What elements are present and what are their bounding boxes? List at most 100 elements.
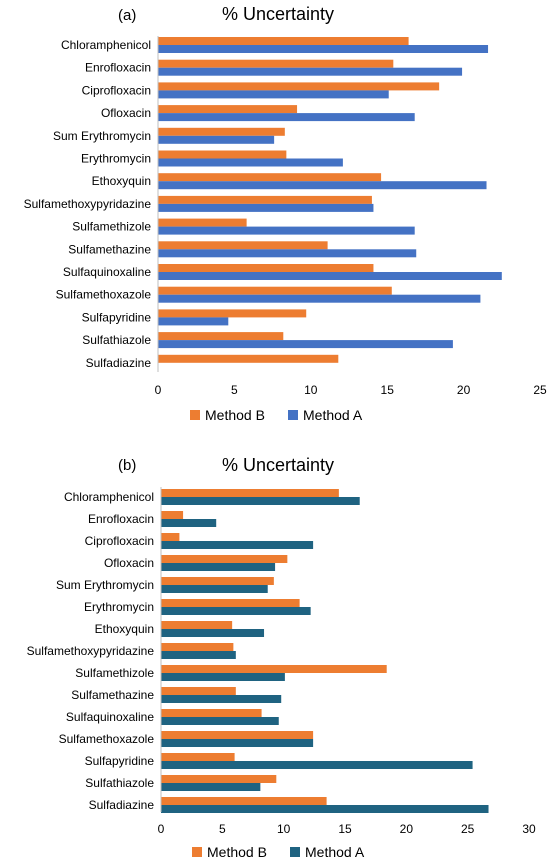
category-label: Sulfamethoxazole <box>56 288 152 302</box>
bar-method-a <box>161 519 217 527</box>
bar-method-a <box>161 585 268 593</box>
bar-method-b <box>158 127 285 136</box>
category-label: Sulfamethazine <box>71 688 154 702</box>
bar-method-a <box>161 497 360 505</box>
chart-title: % Uncertainty <box>222 455 334 475</box>
category-label: Chloramphenicol <box>61 38 151 52</box>
legend-label: Method A <box>305 844 365 860</box>
category-label: Sulfapyridine <box>85 754 155 768</box>
category-label: Erythromycin <box>84 600 154 614</box>
bar-method-b <box>161 687 236 695</box>
bar-method-b <box>161 797 327 805</box>
bar-method-a <box>161 541 314 549</box>
bar-method-a <box>158 158 343 167</box>
category-label: Enrofloxacin <box>88 512 154 526</box>
category-label: Sum Erythromycin <box>53 129 151 143</box>
chart-title: % Uncertainty <box>222 4 334 24</box>
bar-method-b <box>158 37 409 45</box>
category-label: Sulfathiazole <box>85 776 154 790</box>
bar-method-b <box>161 599 300 607</box>
bar-method-b <box>161 489 339 497</box>
category-label: Ciprofloxacin <box>82 83 151 97</box>
chart-panel-a: (a) % Uncertainty Chloramphenicol Enrofloxa… <box>24 4 547 423</box>
bar-method-a <box>158 272 502 280</box>
bar-method-b <box>161 775 277 783</box>
bar-method-a <box>161 651 236 659</box>
bar-method-b <box>161 643 234 651</box>
legend-label: Method A <box>303 407 363 423</box>
bar-method-a <box>158 226 415 235</box>
bar-method-b <box>161 731 314 739</box>
legend-swatch <box>192 847 202 857</box>
category-label: Sum Erythromycin <box>56 578 154 592</box>
bar-method-a <box>161 761 473 769</box>
x-tick-label: 20 <box>400 822 414 836</box>
bar-method-b <box>158 59 394 68</box>
panel-label: (b) <box>118 457 136 474</box>
category-label: Ofloxacin <box>104 556 154 570</box>
legend-swatch <box>290 847 300 857</box>
x-tick-label: 5 <box>231 383 238 397</box>
bar-method-a <box>161 739 314 747</box>
bar-method-b <box>158 354 339 363</box>
x-tick-label: 10 <box>304 383 318 397</box>
bar-method-b <box>158 241 328 250</box>
bar-method-b <box>161 753 235 761</box>
x-tick-label: 15 <box>338 822 352 836</box>
category-label: Sulfamethoxypyridazine <box>27 644 155 658</box>
bar-method-b <box>158 286 392 295</box>
x-tick-label: 10 <box>277 822 291 836</box>
category-label: Erythromycin <box>81 152 151 166</box>
legend-label: Method B <box>207 844 267 860</box>
bar-method-a <box>158 135 275 144</box>
bar-method-b <box>158 332 284 341</box>
x-tick-label: 0 <box>155 383 162 397</box>
category-label: Sulfamethizole <box>75 666 154 680</box>
bar-method-b <box>161 709 262 717</box>
bar-method-a <box>158 45 489 53</box>
x-tick-label: 25 <box>533 383 547 397</box>
bar-method-a <box>158 90 389 99</box>
category-label: Enrofloxacin <box>85 61 151 75</box>
category-label: Chloramphenicol <box>64 490 154 504</box>
bar-method-a <box>161 783 261 791</box>
bar-method-b <box>158 264 374 272</box>
bar-method-a <box>161 717 279 725</box>
bar-method-b <box>161 533 180 541</box>
bar-method-a <box>161 563 276 571</box>
panel-label: (a) <box>118 7 136 24</box>
category-label: Ciprofloxacin <box>85 534 154 548</box>
category-label: Sulfadiazine <box>86 356 152 370</box>
category-label: Sulfamethizole <box>72 220 151 234</box>
legend-swatch <box>288 410 298 420</box>
bar-method-b <box>161 665 387 673</box>
x-tick-label: 15 <box>381 383 395 397</box>
bar-method-a <box>161 695 282 703</box>
bar-method-b <box>161 555 288 563</box>
bar-method-b <box>161 511 184 519</box>
category-label: Sulfamethoxypyridazine <box>24 197 152 211</box>
bar-method-a <box>161 805 489 813</box>
x-tick-label: 25 <box>461 822 475 836</box>
category-label: Ethoxyquin <box>95 622 154 636</box>
bar-method-a <box>158 203 374 212</box>
bar-method-b <box>161 621 233 629</box>
category-label: Sulfaquinoxaline <box>66 710 154 724</box>
x-tick-label: 30 <box>522 822 536 836</box>
bar-method-a <box>158 294 481 303</box>
x-tick-label: 0 <box>158 822 165 836</box>
category-label: Sulfadiazine <box>89 798 155 812</box>
bar-method-b <box>158 82 440 91</box>
bar-method-a <box>161 607 311 615</box>
bar-method-a <box>158 249 417 258</box>
legend-swatch <box>190 410 200 420</box>
bar-method-a <box>161 629 265 637</box>
x-tick-label: 5 <box>219 822 226 836</box>
category-label: Sulfamethoxazole <box>59 732 155 746</box>
bar-method-a <box>158 113 415 122</box>
category-label: Sulfaquinoxaline <box>63 265 151 279</box>
bar-method-a <box>158 181 487 190</box>
category-label: Sulfapyridine <box>82 310 152 324</box>
bar-method-a <box>158 67 463 76</box>
